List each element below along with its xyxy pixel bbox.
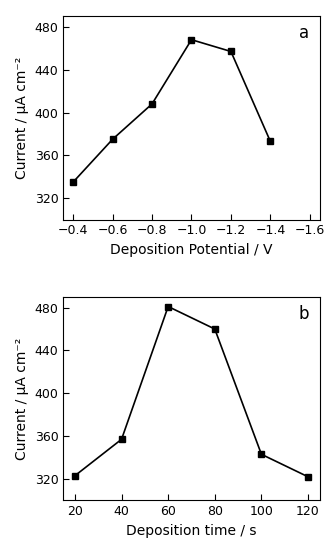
Text: b: b	[299, 305, 309, 323]
Y-axis label: Current / μA cm⁻²: Current / μA cm⁻²	[15, 56, 29, 179]
Text: a: a	[299, 24, 309, 43]
X-axis label: Deposition time / s: Deposition time / s	[126, 524, 257, 538]
Y-axis label: Current / μA cm⁻²: Current / μA cm⁻²	[15, 337, 29, 460]
X-axis label: Deposition Potential / V: Deposition Potential / V	[110, 243, 273, 257]
